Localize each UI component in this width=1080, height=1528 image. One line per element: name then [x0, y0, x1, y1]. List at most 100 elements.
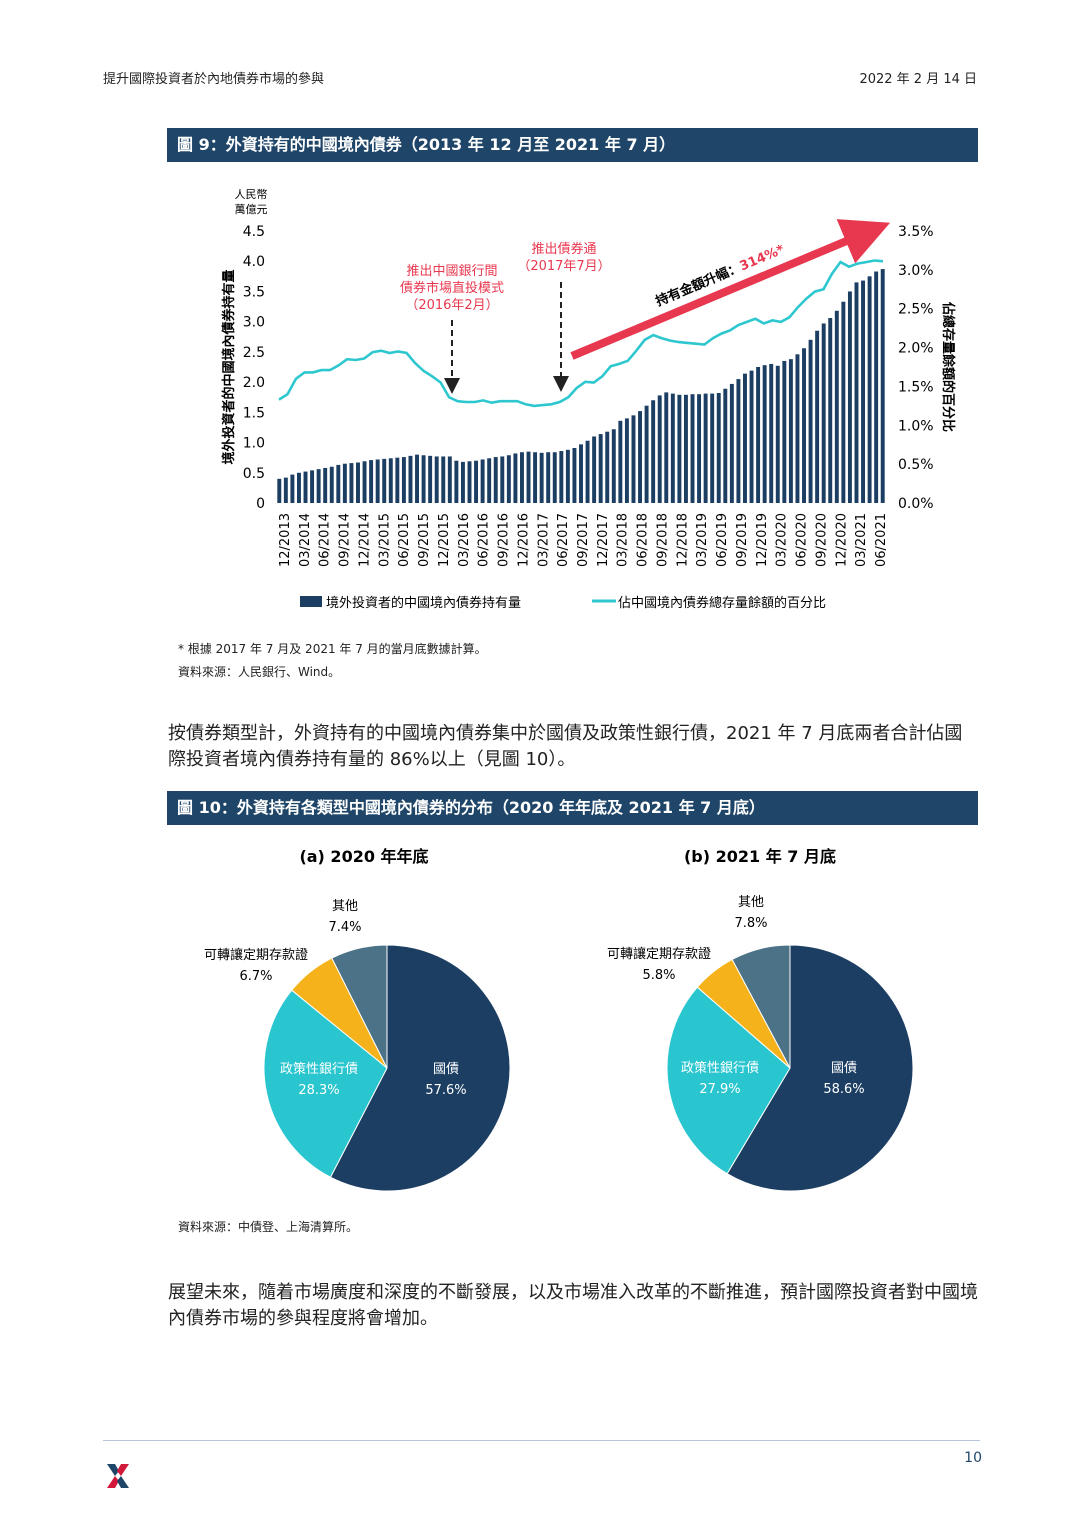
bar — [474, 460, 479, 503]
bar — [388, 458, 393, 503]
pie-a-govt-value: 57.6% — [425, 1083, 466, 1098]
y-tick-label: 3.0 — [243, 315, 265, 331]
pct-line — [278, 259, 884, 408]
bar — [480, 459, 485, 503]
x-tick-label: 03/2018 — [616, 513, 631, 567]
y2-tick-label: 1.0% — [898, 418, 934, 434]
bar — [834, 310, 839, 503]
bar — [375, 459, 380, 503]
bar — [329, 466, 334, 503]
x-tick-label: 09/2020 — [814, 513, 829, 567]
bar — [756, 367, 761, 503]
pie-b-other-value: 7.8% — [734, 916, 767, 931]
bar — [546, 452, 551, 503]
bar — [631, 415, 636, 503]
bar — [526, 451, 531, 503]
y2-tick-label: 1.5% — [898, 379, 934, 395]
pie-a-policy-value: 28.3% — [298, 1083, 339, 1098]
bar — [369, 460, 374, 503]
paragraph-2: 展望未來，隨着市場廣度和深度的不斷發展，以及市場准入改革的不斷推進，預計國際投資… — [168, 1282, 978, 1329]
bar — [664, 392, 669, 503]
x-tick-label: 06/2017 — [556, 513, 571, 567]
y-tick-label: 3.5 — [243, 284, 265, 300]
x-tick-label: 12/2014 — [358, 513, 373, 567]
y2-tick-label: 3.0% — [898, 263, 934, 279]
bar — [802, 348, 806, 503]
pie-b-policy-value: 27.9% — [699, 1082, 740, 1097]
bar — [697, 394, 702, 503]
bar — [296, 472, 301, 503]
annotation-bondconnect-line1: 推出債券通 — [531, 241, 596, 257]
bar — [441, 456, 446, 503]
bar — [769, 363, 774, 503]
bar — [310, 470, 315, 503]
pie-a-ncd-label: 可轉讓定期存款證 — [204, 947, 308, 963]
x-tick-label: 03/2019 — [695, 513, 710, 567]
x-tick-label: 09/2014 — [338, 513, 353, 567]
x-tick-label: 06/2015 — [397, 513, 412, 567]
x-tick-label: 03/2014 — [298, 513, 313, 567]
footer-divider — [103, 1440, 980, 1441]
bar — [408, 455, 413, 503]
x-tick-label: 06/2019 — [715, 513, 730, 567]
bar — [847, 291, 852, 503]
y2-axis-label: 佔總存量餘額的百分比 — [940, 301, 956, 432]
bar — [520, 452, 524, 503]
annotation-cibm-line3: （2016年2月） — [405, 298, 498, 313]
header-date: 2022 年 2 月 14 日 — [859, 72, 977, 87]
x-tick-label: 06/2014 — [318, 513, 333, 567]
x-tick-label: 03/2016 — [457, 513, 472, 567]
bar — [670, 393, 675, 503]
bar — [638, 411, 642, 503]
annotation-cibm-line2: 債券市場直投模式 — [400, 280, 504, 296]
fig9-banner: 圖 9：外資持有的中國境內債券（2013 年 12 月至 2021 年 7 月） — [167, 128, 978, 162]
bar — [874, 271, 879, 503]
x-tick-label: 06/2021 — [874, 513, 889, 567]
bar — [841, 301, 846, 503]
x-tick-label: 12/2018 — [675, 513, 690, 567]
pie-a-other-label: 其他 — [332, 899, 358, 914]
y-unit-line1: 人民幣 — [235, 188, 268, 201]
bar — [283, 477, 288, 503]
x-tick-label: 03/2015 — [377, 513, 392, 567]
bar — [867, 276, 872, 503]
bar — [624, 418, 629, 503]
bar — [277, 478, 282, 503]
bar — [415, 454, 419, 503]
bar — [605, 431, 610, 503]
page-number: 10 — [964, 1450, 982, 1466]
bar — [362, 461, 367, 503]
bar — [749, 370, 754, 503]
bar — [736, 379, 741, 503]
bar — [861, 280, 866, 503]
bar — [808, 339, 813, 503]
pie-slice — [331, 944, 388, 1069]
legend-bar-label: 境外投資者的中國境內債券持有量 — [326, 595, 521, 611]
bar — [533, 452, 538, 503]
bar — [598, 434, 603, 503]
bar — [356, 462, 360, 503]
bar — [290, 474, 295, 503]
y2-tick-label: 0.5% — [898, 457, 934, 473]
header-title: 提升國際投資者於內地債券市場的參與 — [103, 72, 325, 87]
x-tick-label: 12/2019 — [755, 513, 770, 567]
bar — [506, 455, 511, 503]
bar — [395, 457, 400, 503]
bar — [743, 373, 747, 503]
bar — [710, 393, 715, 503]
bar — [565, 449, 570, 503]
bar — [782, 360, 787, 503]
bar — [559, 451, 564, 503]
y-tick-label: 0 — [256, 496, 265, 512]
pie-b-govt-label: 國債 — [831, 1061, 857, 1076]
bar — [677, 394, 682, 503]
bar — [611, 429, 616, 503]
fig9-source: 資料來源：人民銀行、Wind。 — [178, 665, 341, 679]
bar — [401, 457, 406, 503]
bar — [788, 359, 793, 503]
x-tick-label: 06/2016 — [477, 513, 492, 567]
fig10-source: 資料來源：中債登、上海清算所。 — [178, 1220, 359, 1234]
bar — [336, 464, 341, 503]
bar — [552, 452, 557, 503]
y-tick-label: 2.5 — [243, 345, 265, 361]
